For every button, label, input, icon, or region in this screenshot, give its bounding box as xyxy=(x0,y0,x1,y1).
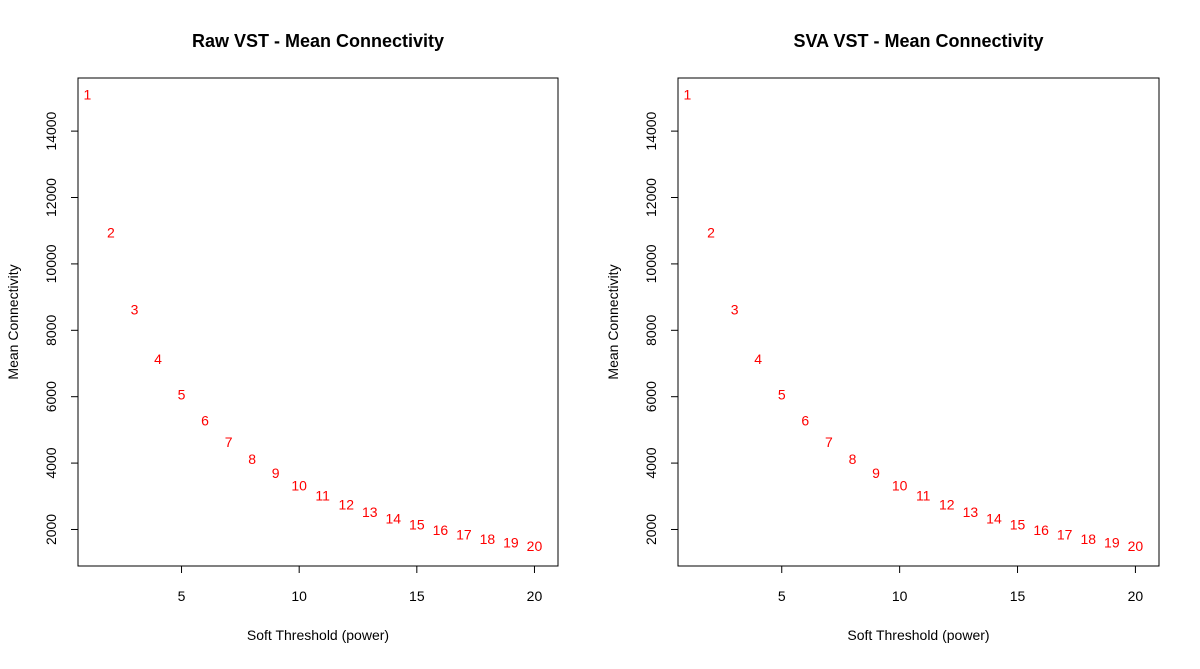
data-point-label: 20 xyxy=(527,538,543,554)
y-tick-label: 8000 xyxy=(643,315,659,346)
data-point-label: 2 xyxy=(107,224,115,240)
x-tick-label: 15 xyxy=(1010,588,1026,604)
plot-frame xyxy=(677,77,1160,567)
data-point-label: 14 xyxy=(386,511,402,527)
data-point-label: 4 xyxy=(754,351,762,367)
data-point-label: 14 xyxy=(986,511,1002,527)
x-axis-label: Soft Threshold (power) xyxy=(247,627,389,643)
y-tick-label: 2000 xyxy=(643,514,659,545)
x-tick-label: 10 xyxy=(291,588,307,604)
y-tick-label: 12000 xyxy=(643,178,659,217)
data-point-label: 1 xyxy=(684,87,692,103)
data-point-label: 13 xyxy=(362,504,378,520)
data-point-label: 17 xyxy=(1057,526,1073,542)
data-point-label: 7 xyxy=(825,434,833,450)
data-point-label: 20 xyxy=(1128,538,1144,554)
data-point-label: 9 xyxy=(872,465,880,481)
x-tick-label: 20 xyxy=(527,588,543,604)
data-point-label: 4 xyxy=(154,351,162,367)
y-axis-label: Mean Connectivity xyxy=(605,264,621,379)
data-point-label: 11 xyxy=(315,488,330,504)
chart-title: SVA VST - Mean Connectivity xyxy=(793,31,1043,51)
data-point-label: 10 xyxy=(892,477,908,493)
data-point-label: 11 xyxy=(916,488,931,504)
data-point-label: 2 xyxy=(707,224,715,240)
data-point-label: 19 xyxy=(503,534,519,550)
data-point-label: 15 xyxy=(409,517,425,533)
y-tick-label: 14000 xyxy=(643,111,659,150)
y-tick-label: 8000 xyxy=(43,315,59,346)
data-point-label: 19 xyxy=(1104,534,1120,550)
data-point-label: 15 xyxy=(1010,517,1026,533)
plot-frame xyxy=(77,77,559,567)
y-axis-label: Mean Connectivity xyxy=(5,264,21,379)
data-point-label: 10 xyxy=(291,477,307,493)
data-point-label: 12 xyxy=(939,496,955,512)
x-tick-label: 10 xyxy=(892,588,908,604)
data-point-label: 8 xyxy=(248,451,256,467)
data-point-label: 3 xyxy=(131,301,139,317)
chart-title: Raw VST - Mean Connectivity xyxy=(192,31,444,51)
data-point-label: 8 xyxy=(849,451,857,467)
data-point-label: 7 xyxy=(225,434,233,450)
data-point-label: 9 xyxy=(272,465,280,481)
data-point-label: 13 xyxy=(963,504,979,520)
x-axis-label: Soft Threshold (power) xyxy=(847,627,989,643)
panel-sva-vst: SVA VST - Mean Connectivity Soft Threshol… xyxy=(605,31,1160,643)
data-point-label: 6 xyxy=(201,413,209,429)
y-tick-label: 10000 xyxy=(43,244,59,283)
data-point-label: 5 xyxy=(778,386,786,402)
y-tick-label: 6000 xyxy=(43,381,59,412)
data-point-label: 16 xyxy=(433,522,449,538)
data-point-label: 16 xyxy=(1033,522,1049,538)
data-point-label: 18 xyxy=(1080,531,1096,547)
y-tick-label: 12000 xyxy=(43,178,59,217)
y-tick-label: 6000 xyxy=(643,381,659,412)
y-tick-label: 4000 xyxy=(643,447,659,478)
y-tick-label: 14000 xyxy=(43,111,59,150)
data-point-label: 18 xyxy=(480,531,496,547)
data-point-label: 17 xyxy=(456,526,472,542)
y-tick-label: 4000 xyxy=(43,447,59,478)
y-tick-label: 10000 xyxy=(643,244,659,283)
panel-raw-vst: Raw VST - Mean Connectivity Soft Threshol… xyxy=(5,31,559,643)
x-tick-label: 5 xyxy=(778,588,786,604)
data-point-label: 5 xyxy=(178,386,186,402)
data-point-label: 1 xyxy=(84,87,92,103)
x-tick-label: 20 xyxy=(1128,588,1144,604)
data-point-label: 3 xyxy=(731,301,739,317)
x-tick-label: 15 xyxy=(409,588,425,604)
y-tick-label: 2000 xyxy=(43,514,59,545)
data-point-label: 6 xyxy=(801,413,809,429)
data-point-label: 12 xyxy=(338,496,354,512)
x-tick-label: 5 xyxy=(178,588,186,604)
